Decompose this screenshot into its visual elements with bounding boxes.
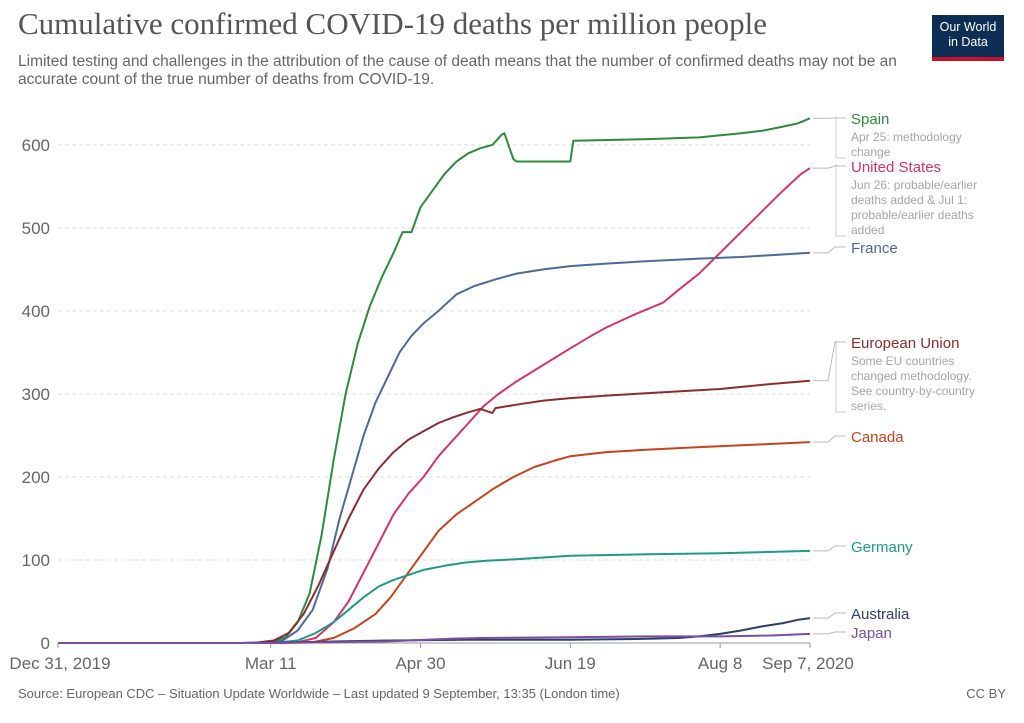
x-tick-label: Mar 11	[245, 654, 297, 673]
series-line-japan[interactable]	[58, 632, 811, 644]
series-label[interactable]: Germany	[851, 539, 913, 556]
series-line-germany[interactable]	[58, 549, 811, 644]
license-link[interactable]: CC BY	[966, 686, 1006, 701]
series-line-france[interactable]	[58, 251, 811, 644]
series-label[interactable]: United States	[851, 159, 941, 176]
note-bracket	[835, 340, 846, 413]
series-label[interactable]: Spain	[851, 111, 889, 128]
x-tick-label: Dec 31, 2019	[9, 654, 110, 673]
series-note: Jun 26: probable/earlier deaths added & J…	[851, 178, 977, 237]
logo-line-2: in Data	[948, 35, 988, 49]
x-tick-label: Apr 30	[395, 654, 445, 673]
series-note-line: deaths added & Jul 1:	[851, 193, 967, 207]
series-line-spain[interactable]	[58, 117, 811, 644]
series-note-line: See country-by-country	[851, 384, 975, 398]
x-tick-label: Sep 7, 2020	[762, 654, 854, 673]
series-label[interactable]: France	[851, 240, 898, 257]
series-line-canada[interactable]	[58, 441, 811, 644]
series-note: Some EU countries changed methodology. See…	[851, 354, 975, 413]
y-tick-label: 400	[22, 302, 50, 321]
logo-line-1: Our World	[939, 20, 997, 34]
y-tick-label: 100	[22, 551, 50, 570]
y-tick-label: 500	[22, 219, 50, 238]
series-label[interactable]: Japan	[851, 625, 892, 642]
series-line-european-union[interactable]	[58, 379, 811, 644]
series-note-line: Some EU countries	[851, 354, 954, 368]
series-note-line: probable/earlier deaths	[851, 208, 974, 222]
label-leader-line	[813, 341, 846, 382]
series-note-line: change	[851, 145, 891, 159]
y-tick-labels: 0 100 200 300 400 500 600	[22, 136, 50, 653]
series-lines	[58, 117, 811, 644]
y-tick-label: 300	[22, 385, 50, 404]
series-note-line: Apr 25: methodology	[851, 130, 962, 144]
label-leader-line	[813, 631, 846, 635]
series-line-united-states[interactable]	[58, 167, 811, 644]
y-tick-label: 600	[22, 136, 50, 155]
x-tick-label: Aug 8	[698, 654, 742, 673]
series-note-line: Jun 26: probable/earlier	[851, 178, 977, 192]
label-leader-line	[813, 435, 846, 443]
series-note: Apr 25: methodology change	[851, 130, 962, 159]
series-note-line: series.	[851, 399, 886, 413]
chart-title: Cumulative confirmed COVID-19 deaths per…	[18, 6, 767, 41]
series-note-line: changed methodology.	[851, 369, 972, 383]
series-labels: Spain United States France European Union Ca…	[813, 111, 977, 642]
label-leader-line	[813, 246, 846, 254]
series-label[interactable]: Canada	[851, 429, 904, 446]
series-note-line: added	[851, 223, 884, 237]
x-tick-labels: Dec 31, 2019 Mar 11 Apr 30 Jun 19 Aug 8 Sep 7…	[9, 643, 854, 673]
y-tick-label: 200	[22, 468, 50, 487]
label-leader-line	[813, 612, 846, 619]
owid-logo[interactable]: Our World in Data	[932, 15, 1004, 61]
y-tick-label: 0	[41, 634, 50, 653]
note-bracket	[835, 116, 846, 159]
series-label[interactable]: Australia	[851, 606, 910, 623]
label-leader-line	[813, 545, 846, 552]
x-tick-label: Jun 19	[545, 654, 596, 673]
series-label[interactable]: European Union	[851, 335, 959, 352]
label-leader-line	[813, 165, 846, 169]
chart-subtitle: Limited testing and challenges in the at…	[18, 53, 897, 88]
note-bracket	[835, 164, 846, 237]
source-note: Source: European CDC – Situation Update …	[18, 686, 620, 701]
